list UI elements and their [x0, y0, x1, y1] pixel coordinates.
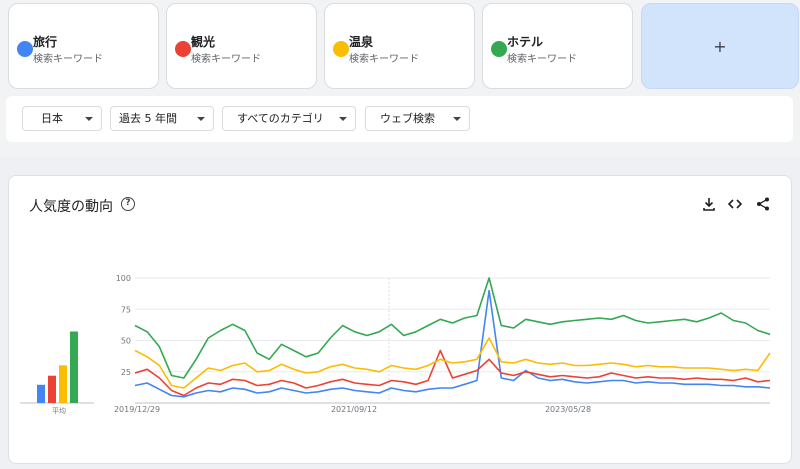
term-card-4[interactable]: ホテル 検索キーワード	[482, 3, 633, 89]
chevron-down-icon	[339, 117, 347, 121]
term-type: 検索キーワード	[507, 54, 577, 65]
search-type-select[interactable]: ウェブ検索	[365, 106, 470, 131]
term-color-dot	[17, 41, 33, 57]
add-comparison-button[interactable]: +	[641, 3, 799, 89]
interest-over-time-panel: 人気度の動向 ?	[8, 175, 792, 464]
panel-title: 人気度の動向	[29, 199, 113, 215]
term-type: 検索キーワード	[33, 54, 103, 65]
term-type: 検索キーワード	[191, 54, 261, 65]
chevron-down-icon	[85, 117, 93, 121]
period-select[interactable]: 過去 5 年間	[110, 106, 214, 131]
term-name: 旅行	[33, 35, 58, 49]
term-card-2[interactable]: 観光 検索キーワード	[166, 3, 317, 89]
embed-code-icon[interactable]	[727, 196, 743, 212]
term-color-dot	[491, 41, 507, 57]
term-name: 温泉	[349, 35, 374, 49]
filter-bar: 日本 過去 5 年間 すべてのカテゴリ ウェブ検索	[6, 96, 793, 142]
period-value: 過去 5 年間	[119, 112, 177, 125]
search-type-value: ウェブ検索	[380, 112, 435, 125]
term-color-dot	[175, 41, 191, 57]
share-icon[interactable]	[755, 196, 771, 212]
plus-icon: +	[713, 37, 727, 56]
region-select[interactable]: 日本	[22, 106, 102, 131]
chevron-down-icon	[197, 117, 205, 121]
region-value: 日本	[41, 112, 63, 125]
term-card-3[interactable]: 温泉 検索キーワード	[324, 3, 475, 89]
category-value: すべてのカテゴリ	[237, 112, 324, 125]
term-card-1[interactable]: 旅行 検索キーワード	[8, 3, 159, 89]
term-name: 観光	[191, 35, 216, 49]
chevron-down-icon	[453, 117, 461, 121]
help-icon[interactable]: ?	[121, 197, 135, 211]
category-select[interactable]: すべてのカテゴリ	[222, 106, 356, 131]
download-icon[interactable]	[701, 196, 717, 212]
term-name: ホテル	[507, 35, 544, 49]
header-area: 旅行 検索キーワード 観光 検索キーワード 温泉 検索キーワード ホテル 検索キ…	[0, 0, 800, 157]
term-color-dot	[333, 41, 349, 57]
term-type: 検索キーワード	[349, 54, 419, 65]
